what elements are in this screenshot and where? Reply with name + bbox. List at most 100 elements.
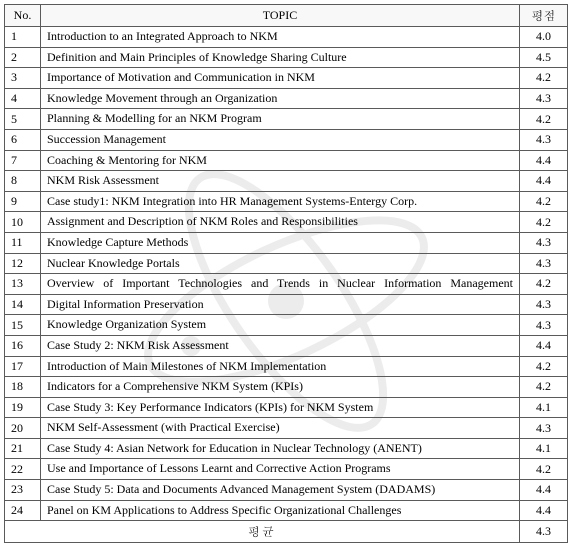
- table-row: 14Digital Information Preservation4.3: [5, 294, 568, 315]
- row-score: 4.3: [520, 253, 568, 274]
- row-score: 4.4: [520, 335, 568, 356]
- row-no: 22: [5, 459, 41, 480]
- row-score: 4.3: [520, 88, 568, 109]
- row-topic: Indicators for a Comprehensive NKM Syste…: [41, 377, 520, 398]
- row-topic: Knowledge Organization System: [41, 315, 520, 336]
- row-topic: Nuclear Knowledge Portals: [41, 253, 520, 274]
- row-no: 17: [5, 356, 41, 377]
- table-row: 7Coaching & Mentoring for NKM4.4: [5, 150, 568, 171]
- row-no: 12: [5, 253, 41, 274]
- row-topic: Coaching & Mentoring for NKM: [41, 150, 520, 171]
- table-row: 15Knowledge Organization System4.3: [5, 315, 568, 336]
- row-score: 4.2: [520, 459, 568, 480]
- row-no: 20: [5, 418, 41, 439]
- row-no: 23: [5, 480, 41, 501]
- row-score: 4.4: [520, 171, 568, 192]
- row-topic: Succession Management: [41, 129, 520, 150]
- row-topic: Definition and Main Principles of Knowle…: [41, 47, 520, 68]
- row-score: 4.4: [520, 500, 568, 521]
- row-score: 4.2: [520, 356, 568, 377]
- row-score: 4.2: [520, 274, 568, 295]
- row-no: 4: [5, 88, 41, 109]
- table-row: 17Introduction of Main Milestones of NKM…: [5, 356, 568, 377]
- row-no: 3: [5, 68, 41, 89]
- average-row: 평균 4.3: [5, 521, 568, 543]
- table-header-row: No. TOPIC 평점: [5, 5, 568, 27]
- row-topic: Knowledge Capture Methods: [41, 232, 520, 253]
- row-score: 4.2: [520, 377, 568, 398]
- table-row: 11Knowledge Capture Methods4.3: [5, 232, 568, 253]
- row-no: 11: [5, 232, 41, 253]
- table-row: 5Planning & Modelling for an NKM Program…: [5, 109, 568, 130]
- row-no: 14: [5, 294, 41, 315]
- row-score: 4.3: [520, 129, 568, 150]
- row-topic: Knowledge Movement through an Organizati…: [41, 88, 520, 109]
- row-no: 18: [5, 377, 41, 398]
- table-row: 22Use and Importance of Lessons Learnt a…: [5, 459, 568, 480]
- row-score: 4.4: [520, 150, 568, 171]
- row-topic: Assignment and Description of NKM Roles …: [41, 212, 520, 233]
- row-no: 2: [5, 47, 41, 68]
- row-topic: Panel on KM Applications to Address Spec…: [41, 500, 520, 521]
- row-score: 4.3: [520, 294, 568, 315]
- table-row: 16Case Study 2: NKM Risk Assessment4.4: [5, 335, 568, 356]
- row-topic: Case Study 4: Asian Network for Educatio…: [41, 438, 520, 459]
- row-no: 15: [5, 315, 41, 336]
- table-row: 6Succession Management4.3: [5, 129, 568, 150]
- row-no: 7: [5, 150, 41, 171]
- table-row: 3Importance of Motivation and Communicat…: [5, 68, 568, 89]
- row-score: 4.2: [520, 212, 568, 233]
- table-row: 10Assignment and Description of NKM Role…: [5, 212, 568, 233]
- table-row: 4Knowledge Movement through an Organizat…: [5, 88, 568, 109]
- topic-score-table: No. TOPIC 평점 1Introduction to an Integra…: [4, 4, 568, 543]
- table-row: 8NKM Risk Assessment4.4: [5, 171, 568, 192]
- row-topic: Case study1: NKM Integration into HR Man…: [41, 191, 520, 212]
- col-header-topic: TOPIC: [41, 5, 520, 27]
- average-score: 4.3: [520, 521, 568, 543]
- row-no: 6: [5, 129, 41, 150]
- row-no: 8: [5, 171, 41, 192]
- table-row: 24Panel on KM Applications to Address Sp…: [5, 500, 568, 521]
- table-row: 12Nuclear Knowledge Portals4.3: [5, 253, 568, 274]
- table-row: 20NKM Self-Assessment (with Practical Ex…: [5, 418, 568, 439]
- row-score: 4.1: [520, 397, 568, 418]
- table-row: 13Overview of Important Technologies and…: [5, 274, 568, 295]
- table-row: 18Indicators for a Comprehensive NKM Sys…: [5, 377, 568, 398]
- row-score: 4.5: [520, 47, 568, 68]
- row-topic: Case Study 5: Data and Documents Advance…: [41, 480, 520, 501]
- row-score: 4.2: [520, 68, 568, 89]
- table-row: 9Case study1: NKM Integration into HR Ma…: [5, 191, 568, 212]
- row-no: 13: [5, 274, 41, 295]
- table-row: 1Introduction to an Integrated Approach …: [5, 27, 568, 48]
- row-no: 5: [5, 109, 41, 130]
- row-score: 4.3: [520, 232, 568, 253]
- row-no: 16: [5, 335, 41, 356]
- row-topic: NKM Risk Assessment: [41, 171, 520, 192]
- row-score: 4.2: [520, 109, 568, 130]
- row-topic: Planning & Modelling for an NKM Program: [41, 109, 520, 130]
- row-score: 4.1: [520, 438, 568, 459]
- row-topic: Overview of Important Technologies and T…: [41, 274, 520, 295]
- row-score: 4.3: [520, 315, 568, 336]
- row-topic: Introduction to an Integrated Approach t…: [41, 27, 520, 48]
- row-topic: Case Study 3: Key Performance Indicators…: [41, 397, 520, 418]
- row-topic: Use and Importance of Lessons Learnt and…: [41, 459, 520, 480]
- table-row: 21Case Study 4: Asian Network for Educat…: [5, 438, 568, 459]
- row-score: 4.3: [520, 418, 568, 439]
- row-no: 10: [5, 212, 41, 233]
- average-label: 평균: [5, 521, 520, 543]
- col-header-score: 평점: [520, 5, 568, 27]
- row-no: 1: [5, 27, 41, 48]
- row-topic: Digital Information Preservation: [41, 294, 520, 315]
- row-score: 4.0: [520, 27, 568, 48]
- row-topic: Introduction of Main Milestones of NKM I…: [41, 356, 520, 377]
- row-topic: NKM Self-Assessment (with Practical Exer…: [41, 418, 520, 439]
- row-topic: Importance of Motivation and Communicati…: [41, 68, 520, 89]
- row-no: 24: [5, 500, 41, 521]
- table-row: 23Case Study 5: Data and Documents Advan…: [5, 480, 568, 501]
- row-score: 4.4: [520, 480, 568, 501]
- row-no: 9: [5, 191, 41, 212]
- table-row: 2Definition and Main Principles of Knowl…: [5, 47, 568, 68]
- col-header-no: No.: [5, 5, 41, 27]
- row-score: 4.2: [520, 191, 568, 212]
